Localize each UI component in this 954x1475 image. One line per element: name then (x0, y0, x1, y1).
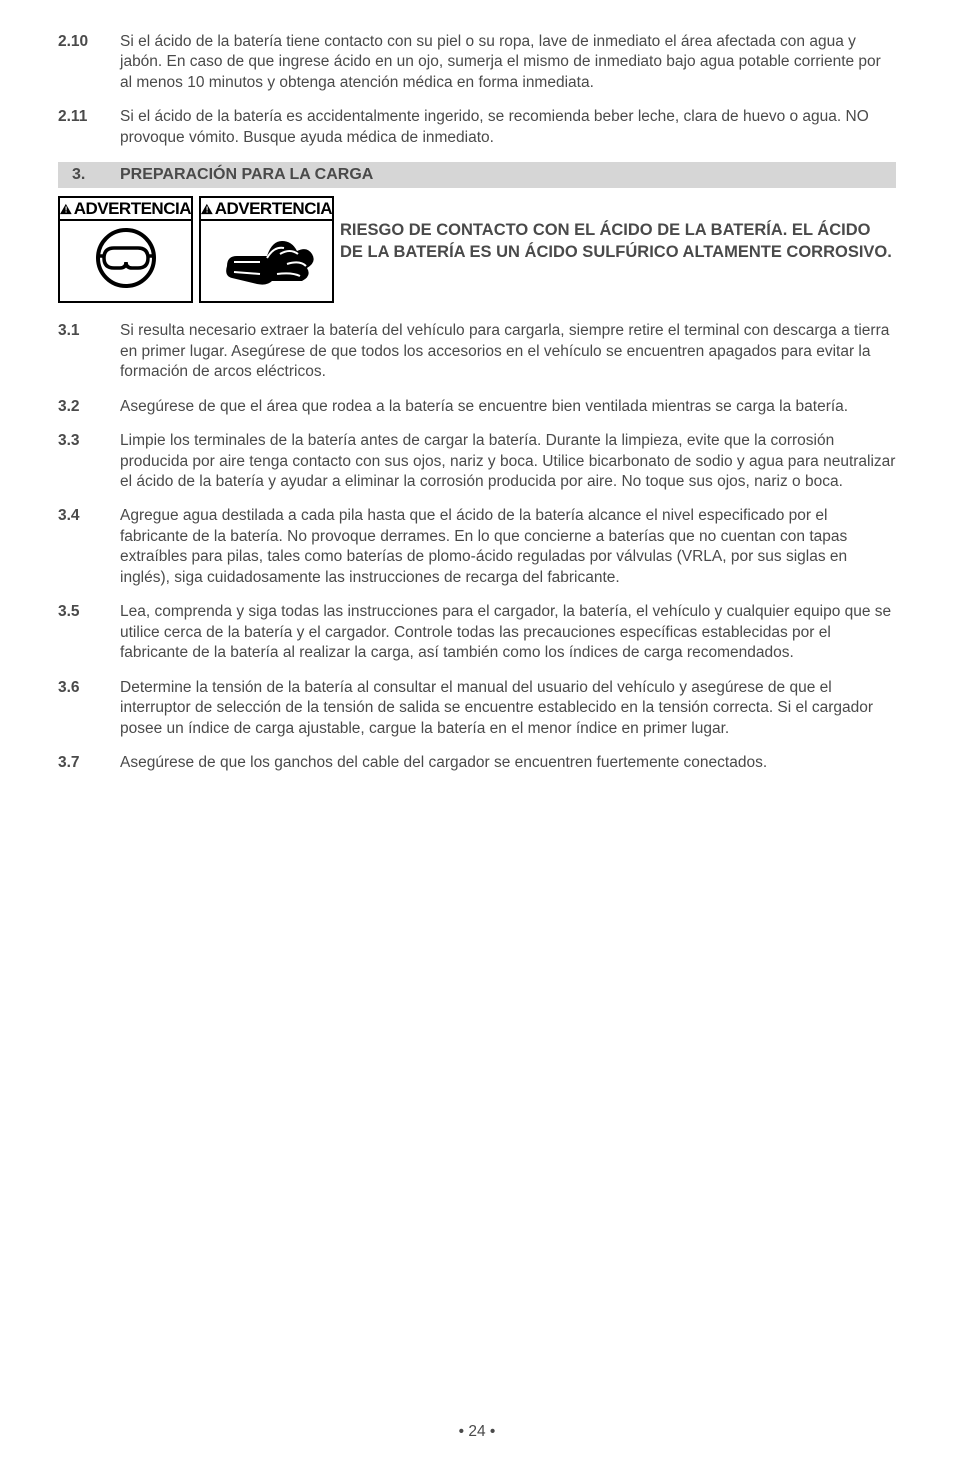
item-text: Lea, comprenda y siga todas las instrucc… (120, 602, 896, 663)
callout-text: RIESGO DE CONTACTO CON EL ÁCIDO DE LA BA… (340, 196, 896, 264)
item-number: 3.5 (58, 602, 120, 663)
item-text: Determine la tensión de la batería al co… (120, 678, 896, 739)
svg-text:!: ! (65, 206, 67, 215)
item-number: 3.7 (58, 753, 120, 773)
warning-badge-gloves: ! ADVERTENCIA (199, 196, 334, 303)
item-2-11: 2.11 Si el ácido de la batería es accide… (58, 107, 896, 148)
page-number: • 24 • (0, 1423, 954, 1441)
item-2-10: 2.10 Si el ácido de la batería tiene con… (58, 32, 896, 93)
item-text: Agregue agua destilada a cada pila hasta… (120, 506, 896, 588)
warning-triangle-icon: ! (201, 202, 213, 216)
warning-callout: ! ADVERTENCIA ! ADVERTENCIA (58, 196, 896, 303)
item-text: Si resulta necesario extraer la batería … (120, 321, 896, 382)
item-number: 3.1 (58, 321, 120, 382)
item-3-1: 3.1 Si resulta necesario extraer la bate… (58, 321, 896, 382)
warning-label: ADVERTENCIA (215, 199, 332, 219)
item-number: 3.2 (58, 397, 120, 417)
item-3-2: 3.2 Asegúrese de que el área que rodea a… (58, 397, 896, 417)
warning-badge-goggles: ! ADVERTENCIA (58, 196, 193, 303)
goggles-icon (60, 221, 191, 301)
gloves-icon (201, 221, 332, 301)
item-3-4: 3.4 Agregue agua destilada a cada pila h… (58, 506, 896, 588)
svg-text:!: ! (206, 206, 208, 215)
item-text: Limpie los terminales de la batería ante… (120, 431, 896, 492)
section-title: PREPARACIÓN PARA LA CARGA (120, 166, 373, 184)
item-number: 2.11 (58, 107, 120, 148)
item-text: Si el ácido de la batería tiene contacto… (120, 32, 896, 93)
item-number: 3.4 (58, 506, 120, 588)
item-3-3: 3.3 Limpie los terminales de la batería … (58, 431, 896, 492)
item-3-7: 3.7 Asegúrese de que los ganchos del cab… (58, 753, 896, 773)
item-text: Asegúrese de que el área que rodea a la … (120, 397, 896, 417)
item-text: Asegúrese de que los ganchos del cable d… (120, 753, 896, 773)
item-3-6: 3.6 Determine la tensión de la batería a… (58, 678, 896, 739)
item-number: 2.10 (58, 32, 120, 93)
item-3-5: 3.5 Lea, comprenda y siga todas las inst… (58, 602, 896, 663)
section-number: 3. (72, 166, 120, 184)
item-number: 3.3 (58, 431, 120, 492)
warning-label: ADVERTENCIA (74, 199, 191, 219)
warning-badge-header: ! ADVERTENCIA (60, 198, 191, 221)
warning-badge-header: ! ADVERTENCIA (201, 198, 332, 221)
section-header: 3. PREPARACIÓN PARA LA CARGA (58, 162, 896, 188)
item-number: 3.6 (58, 678, 120, 739)
item-text: Si el ácido de la batería es accidentalm… (120, 107, 896, 148)
warning-triangle-icon: ! (60, 202, 72, 216)
